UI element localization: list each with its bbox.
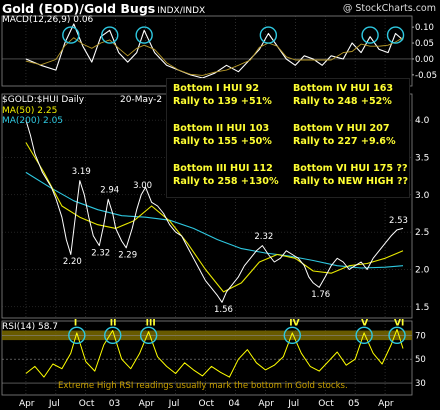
rsi-highlight-circle <box>139 326 158 345</box>
price-label: $GOLD:$HUI Daily <box>2 95 85 105</box>
chart-title-text: Gold (EOD)/Gold Bugs <box>2 1 156 16</box>
macd-label: MACD(12,26,9) 0.06 <box>2 15 93 25</box>
ma200-label: MA(200) 2.05 <box>2 116 64 126</box>
ma50-label: MA(50) 2.25 <box>2 106 58 116</box>
price-point-label: 2.94 <box>100 186 119 196</box>
price-point-label: 1.56 <box>214 305 233 315</box>
chart-title: Gold (EOD)/Gold Bugs INDX/INDX <box>2 1 205 16</box>
ma200-line <box>25 171 404 269</box>
price-point-label: 2.32 <box>91 248 110 258</box>
rsi-label-text: RSI(14) <box>2 322 36 332</box>
annotation-3-line2: Rally to 258 +130% <box>173 176 279 187</box>
rsi-label: RSI(14) 58.7 <box>2 322 58 332</box>
xaxis-label: 03 <box>109 399 120 409</box>
rsi-highlight-circle <box>283 326 301 345</box>
xaxis-label: Apr <box>378 399 394 409</box>
macd-ytick-label: -0.05 <box>415 71 437 81</box>
credit-text: @ StockCharts.com <box>342 3 436 14</box>
xaxis-label: Oct <box>79 399 95 409</box>
rsi-value: 58.7 <box>37 322 59 332</box>
macd-highlight-circle <box>386 26 405 44</box>
annotation-2-line1: Bottom II HUI 103 <box>173 123 270 134</box>
rsi-roman-label: IV <box>289 318 299 328</box>
price-point-label: 2.32 <box>254 232 273 242</box>
xaxis-label: Jul <box>287 399 299 409</box>
annotation-1-line2: Rally to 139 +51% <box>173 96 272 107</box>
annotation-1-line1: Bottom I HUI 92 <box>173 83 259 94</box>
annotation-5-line2: Rally to 227 +9.6% <box>293 136 396 147</box>
price-point-label: 3.19 <box>72 167 91 177</box>
macd-signal-line <box>25 37 404 76</box>
rsi-roman-label: VI <box>394 318 404 328</box>
annotation-5-line1: Bottom V HUI 207 <box>293 123 390 134</box>
price-point-label: 3.00 <box>133 181 152 191</box>
macd-highlight-circle <box>135 26 153 44</box>
xaxis-label: Jul <box>48 399 60 409</box>
macd-line <box>25 23 404 79</box>
macd-highlight-circle <box>259 26 278 44</box>
price-ytick-label: 4.0 <box>415 116 430 126</box>
rsi-ytick-label: 50 <box>415 355 426 365</box>
price-ytick-label: 1.5 <box>415 303 429 313</box>
xaxis-label: Oct <box>318 399 334 409</box>
rsi-highlight-circle <box>104 326 122 345</box>
price-point-label: 2.53 <box>389 216 408 226</box>
symbol-tag: INDX/INDX <box>157 6 206 16</box>
price-ytick-label: 3.5 <box>415 153 429 163</box>
macd-value: 0.06 <box>73 15 94 25</box>
xaxis-label: 05 <box>348 399 359 409</box>
xaxis-label: Apr <box>19 399 35 409</box>
rsi-highlight-circle <box>388 326 406 345</box>
annotation-6-line2: Rally to NEW HIGH ?? <box>293 176 409 187</box>
macd-highlight-circle <box>361 26 379 44</box>
price-ytick-label: 2.5 <box>415 228 429 238</box>
rsi-ytick-label: 70 <box>415 331 426 341</box>
price-point-label: 1.76 <box>311 290 330 300</box>
annotation-2-line2: Rally to 155 +50% <box>173 136 272 147</box>
rsi-highlight-circle <box>355 326 373 345</box>
macd-highlight-circle <box>101 26 119 44</box>
price-ytick-label: 3.0 <box>415 191 430 201</box>
annotation-box: Bottom I HUI 92 Rally to 139 +51% Bottom… <box>166 78 410 198</box>
xaxis-label: Apr <box>139 399 155 409</box>
macd-ytick-label: 0.00 <box>415 55 434 65</box>
rsi-ytick-label: 30 <box>415 379 426 389</box>
annotation-3-line1: Bottom III HUI 112 <box>173 163 273 174</box>
price-line <box>25 119 404 303</box>
price-date: 20-May-2 <box>120 95 163 105</box>
rsi-roman-label: III <box>146 318 156 328</box>
ma50-line <box>25 142 404 293</box>
xaxis-label: Jul <box>168 399 180 409</box>
macd-ytick-label: 0.05 <box>415 39 434 49</box>
rsi-line <box>25 328 404 378</box>
price-ytick-label: 2.0 <box>415 265 430 275</box>
macd-panel-frame <box>1 15 413 87</box>
rsi-roman-label: I <box>74 318 77 328</box>
annotation-6-line1: Bottom VI HUI 175 ?? <box>293 163 408 174</box>
macd-ytick-label: 0.10 <box>415 23 434 33</box>
rsi-note: Extreme High RSI readings usually mark t… <box>58 381 348 391</box>
annotation-4-line1: Bottom IV HUI 163 <box>293 83 394 94</box>
macd-label-text: MACD(12,26,9) <box>2 15 71 25</box>
rsi-roman-label: II <box>110 318 117 328</box>
xaxis-label: Apr <box>258 399 274 409</box>
macd-highlight-circle <box>62 26 80 44</box>
rsi-roman-label: V <box>361 318 368 328</box>
xaxis-label: 04 <box>228 399 240 409</box>
xaxis-label: Oct <box>199 399 215 409</box>
rsi-highlight-circle <box>68 326 86 345</box>
annotation-4-line2: Rally to 248 +52% <box>293 96 392 107</box>
price-point-label: 2.29 <box>118 251 137 261</box>
price-point-label: 2.20 <box>63 257 82 267</box>
